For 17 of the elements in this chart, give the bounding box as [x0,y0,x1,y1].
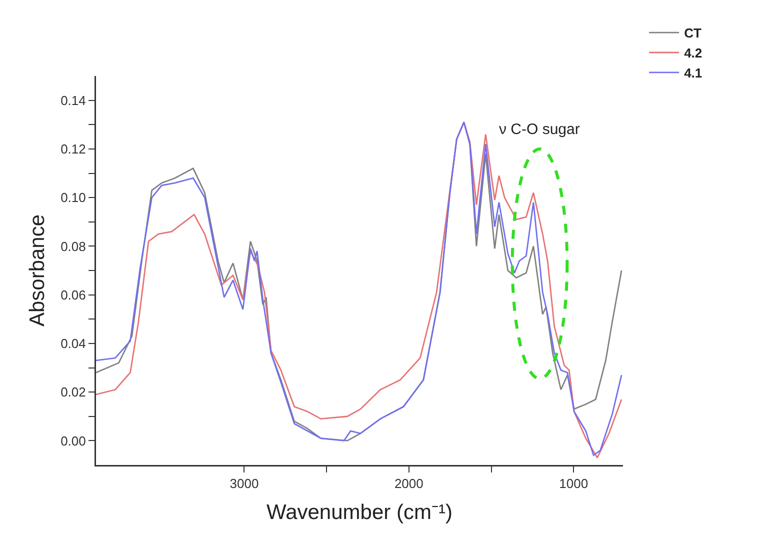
legend-label: CT [684,26,702,41]
y-tick-label: 0.02 [60,384,86,400]
y-tick-label: 0.14 [60,92,86,108]
annotation: ν C-O sugar [499,121,580,138]
x-tick-label: 1000 [559,476,588,492]
y-tick-label: 0.12 [60,141,86,156]
x-tick-label: 2000 [394,476,424,492]
y-axis-title: Absorbance [26,214,49,327]
x-axis-title: Wavenumber (cm⁻¹) [266,501,452,524]
legend-label: 4.2 [684,46,702,61]
y-tick-label: 0.04 [60,336,86,351]
x-tick-label: 3000 [230,476,259,492]
legend-label: 4.1 [684,65,702,80]
y-tick-label: 0.00 [60,433,86,448]
y-tick-label: 0.06 [60,287,86,302]
y-tick-label: 0.10 [60,190,86,206]
y-tick-label: 0.08 [60,238,86,254]
